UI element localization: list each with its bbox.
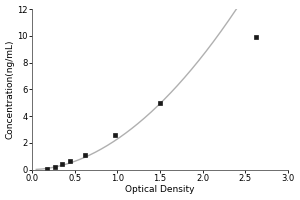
X-axis label: Optical Density: Optical Density — [125, 185, 195, 194]
Y-axis label: Concentration(ng/mL): Concentration(ng/mL) — [6, 40, 15, 139]
